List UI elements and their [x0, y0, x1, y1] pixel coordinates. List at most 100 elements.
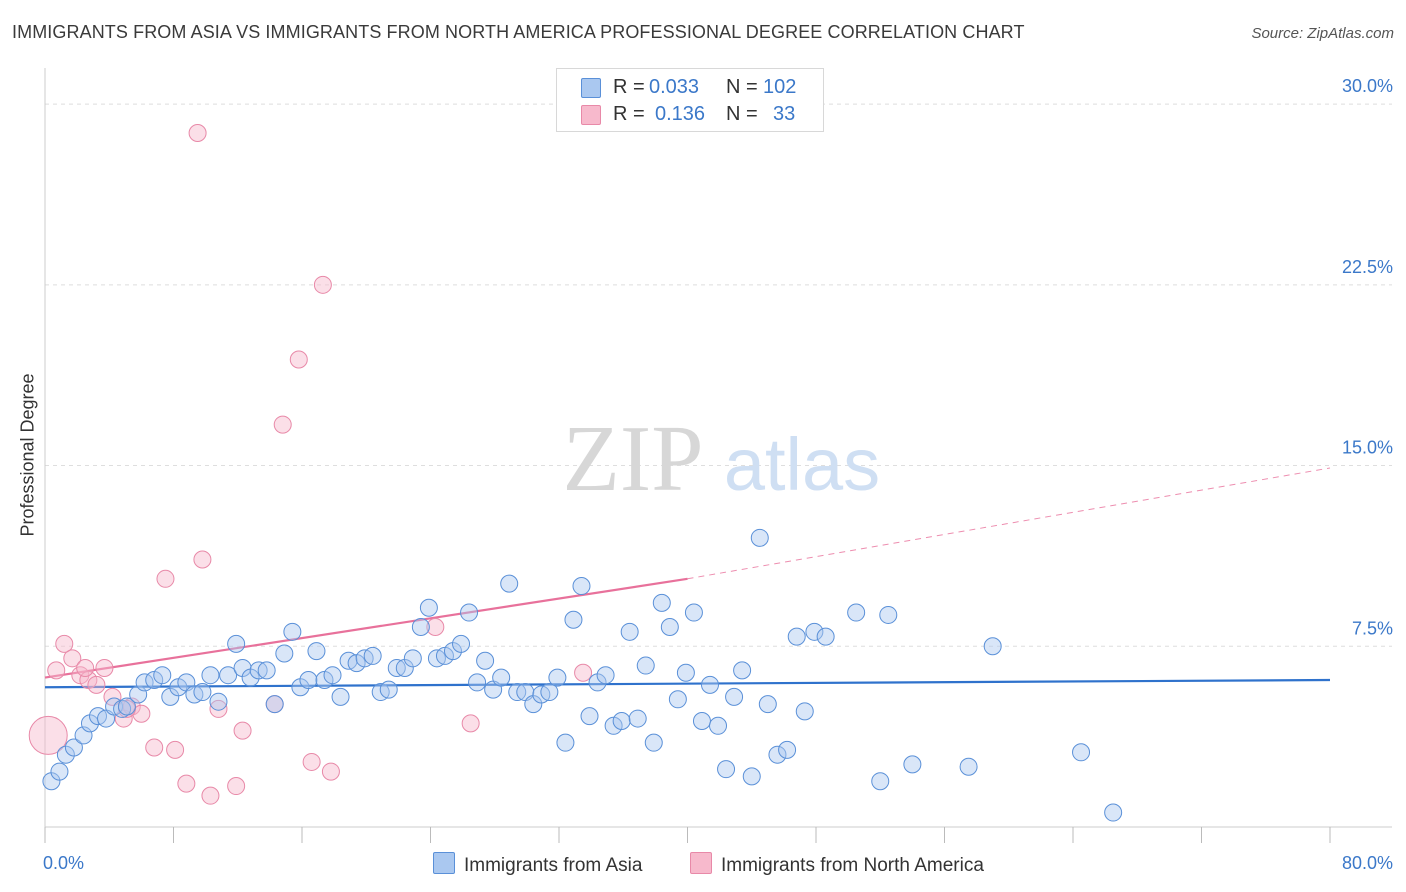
data-point-north-america	[132, 704, 151, 723]
legend-r-value: 0.136	[655, 103, 706, 125]
legend-r-value: 0.033	[649, 76, 700, 98]
data-point-asia	[117, 697, 136, 716]
y-tick-label: 7.5%	[1352, 618, 1393, 638]
y-axis-label: Professional Degree	[17, 373, 38, 537]
data-point-asia	[540, 683, 559, 702]
bottom-legend-asia: Immigrants from Asia	[433, 852, 642, 877]
data-point-asia	[668, 690, 687, 709]
data-point-asia	[1072, 743, 1091, 762]
data-point-asia	[787, 627, 806, 646]
data-point-asia	[265, 695, 284, 714]
data-point-asia	[644, 733, 663, 752]
data-point-north-america	[201, 786, 220, 805]
data-point-asia	[299, 671, 318, 690]
series-north-america-points	[28, 124, 593, 805]
data-point-asia	[209, 692, 228, 711]
data-point-north-america	[302, 752, 321, 771]
data-point-asia	[871, 772, 890, 791]
data-point-asia	[596, 666, 615, 685]
data-point-asia	[500, 574, 519, 593]
legend-r-label: R =	[613, 103, 645, 125]
data-point-asia	[652, 593, 671, 612]
watermark-zip: ZIP	[563, 407, 704, 511]
data-point-asia	[564, 610, 583, 629]
legend-label-north-america: Immigrants from North America	[721, 855, 984, 876]
watermark-atlas: atlas	[724, 423, 880, 506]
stats-legend: R = 0.033 N = 102 R = 0.136 N = 33	[556, 68, 824, 132]
watermark: ZIP atlas	[563, 407, 881, 511]
x-tick-label: 0.0%	[43, 853, 84, 873]
data-point-north-america	[95, 658, 114, 677]
legend-n-value: 33	[773, 103, 796, 125]
data-point-north-america	[321, 762, 340, 781]
data-point-asia	[795, 702, 814, 721]
data-point-asia	[816, 627, 835, 646]
data-point-asia	[768, 745, 787, 764]
data-point-asia	[620, 622, 639, 641]
trend-line-north-america	[44, 577, 688, 679]
legend-label-asia: Immigrants from Asia	[464, 855, 643, 876]
data-point-asia	[903, 755, 922, 774]
data-point-asia	[331, 687, 350, 706]
data-point-north-america	[103, 687, 122, 706]
data-point-north-america	[273, 415, 292, 434]
data-point-north-america	[166, 740, 185, 759]
legend-swatch-north-america	[581, 105, 601, 125]
legend-n-label: N =	[726, 76, 758, 98]
data-point-asia	[725, 687, 744, 706]
data-point-asia	[709, 716, 728, 735]
data-point-asia	[750, 528, 769, 547]
data-point-asia	[476, 651, 495, 670]
data-point-asia	[778, 740, 797, 759]
data-point-asia	[733, 661, 752, 680]
data-point-north-america	[156, 569, 175, 588]
data-point-asia	[580, 707, 599, 726]
legend-swatch-asia	[433, 852, 455, 874]
data-point-asia	[283, 622, 302, 641]
source-credit: Source: ZipAtlas.com	[1251, 25, 1394, 42]
data-point-asia	[323, 666, 342, 685]
data-point-asia	[379, 680, 398, 699]
data-point-asia	[847, 603, 866, 622]
data-point-asia	[684, 603, 703, 622]
data-point-north-america	[188, 124, 207, 143]
bottom-legend-north-america: Immigrants from North America	[690, 852, 984, 877]
data-point-asia	[219, 666, 238, 685]
trend-line-asia	[44, 678, 1331, 689]
data-point-asia	[307, 642, 326, 661]
legend-swatch-asia	[581, 78, 601, 98]
axes	[44, 68, 1392, 843]
data-point-asia	[612, 711, 631, 730]
data-point-asia	[660, 617, 679, 636]
data-point-north-america	[227, 777, 246, 796]
data-point-asia	[460, 603, 479, 622]
data-point-asia	[403, 649, 422, 668]
data-point-asia	[411, 617, 430, 636]
y-tick-label: 22.5%	[1342, 257, 1393, 277]
data-point-north-america	[233, 721, 252, 740]
data-point-asia	[572, 577, 591, 596]
x-tick-label: 80.0%	[1342, 853, 1393, 873]
chart-title: IMMIGRANTS FROM ASIA VS IMMIGRANTS FROM …	[12, 22, 1025, 42]
data-point-asia	[419, 598, 438, 617]
data-point-asia	[879, 605, 898, 624]
trend-line-north-america-extension	[687, 467, 1331, 580]
data-point-north-america	[87, 675, 106, 694]
data-point-asia	[193, 683, 212, 702]
data-point-asia	[363, 646, 382, 665]
data-point-north-america	[177, 774, 196, 793]
data-point-north-america	[63, 649, 82, 668]
data-point-asia	[717, 760, 736, 779]
series-asia-points	[42, 528, 1123, 822]
data-point-asia	[628, 709, 647, 728]
data-point-asia	[805, 622, 824, 641]
data-point-asia	[452, 634, 471, 653]
y-tick-label: 30.0%	[1342, 76, 1393, 96]
data-point-north-america	[461, 714, 480, 733]
data-point-asia	[548, 668, 567, 687]
data-point-asia	[468, 673, 487, 692]
data-point-asia	[1104, 803, 1123, 822]
data-point-asia	[201, 666, 220, 685]
data-point-north-america	[76, 658, 95, 677]
